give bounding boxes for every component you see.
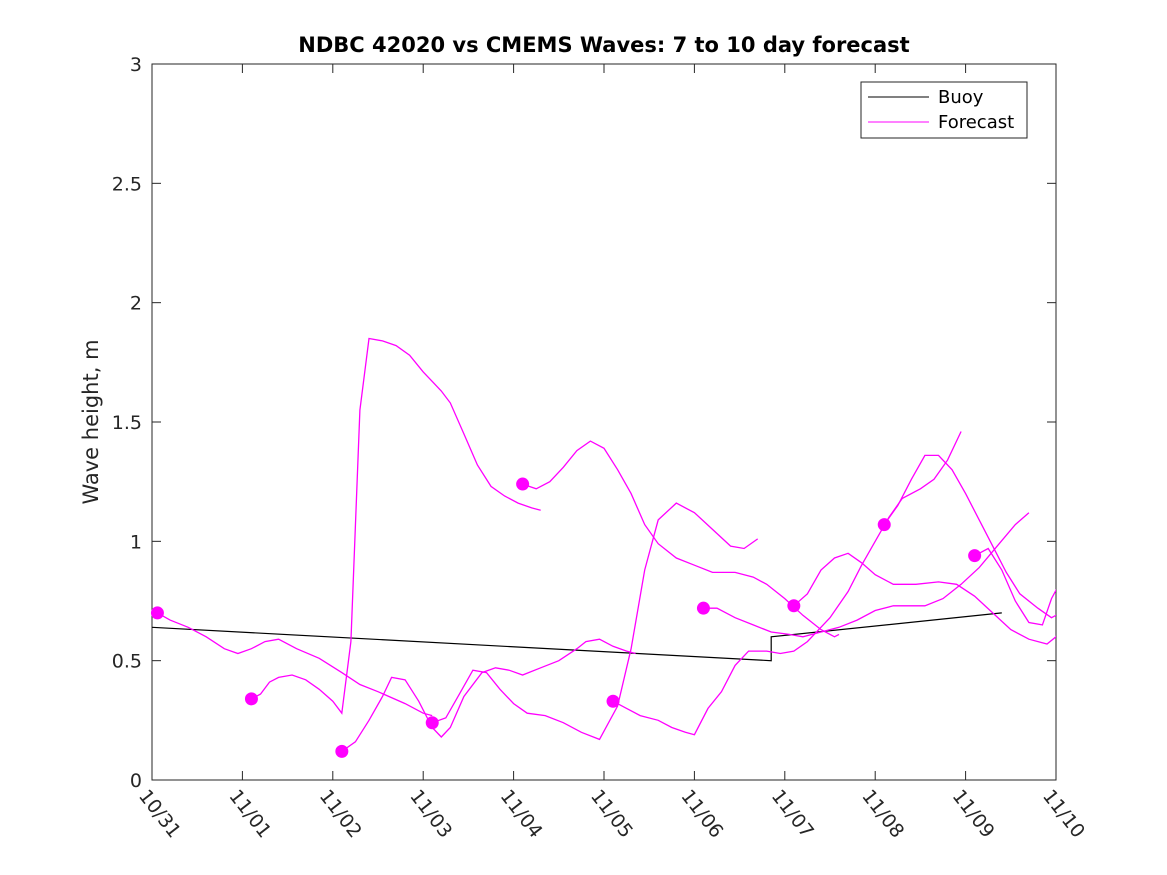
x-tick-label: 11/04 [496,786,547,843]
x-tick-label: 10/31 [134,786,185,843]
legend: Buoy Forecast [860,81,1028,139]
x-tick-label: 11/08 [857,786,908,843]
forecast-line [157,612,433,717]
forecast-line [612,431,962,736]
forecast-start-marker [606,694,620,708]
y-tick-label: 2 [130,293,142,315]
forecast-start-marker [787,599,801,613]
forecast-start-marker [335,744,349,758]
x-tick-label: 11/07 [767,786,818,843]
forecast-start-marker [968,549,982,563]
x-tick-label: 11/01 [224,786,275,843]
forecast-line [251,337,541,715]
legend-box [860,81,1028,139]
y-tick-label: 0 [130,770,142,792]
marker-layer [150,477,982,758]
x-tick-label: 11/02 [315,786,366,843]
forecast-line [793,552,1056,645]
x-tick-label: 11/03 [405,786,456,843]
forecast-start-marker [516,477,530,491]
x-tick-label: 11/09 [948,786,999,843]
legend-forecast-label: Forecast [938,112,1014,133]
y-tick-label: 1.5 [112,412,142,434]
forecast-line [341,638,636,752]
forecast-start-marker [150,606,164,620]
forecast-line [974,547,1056,626]
forecast-line [883,454,1056,619]
y-tick-label: 1 [130,531,142,553]
y-tick-label: 3 [130,54,142,76]
y-tick-label: 0.5 [112,651,142,673]
y-tick-label: 2.5 [112,173,142,195]
buoy-line [152,612,1002,662]
x-tick-label: 11/06 [676,786,727,843]
x-tick-labels: 10/31 11/01 11/02 11/03 11/04 11/05 11/06 11/07… [134,786,1089,843]
forecast-start-marker [244,692,258,706]
forecast-start-marker [425,716,439,730]
forecast-line [431,502,759,741]
axis-ticks [151,63,1057,781]
x-tick-label: 11/05 [586,786,637,843]
forecast-line [703,512,1030,638]
series-layer [152,337,1056,752]
chart-title: NDBC 42020 vs CMEMS Waves: 7 to 10 day f… [298,33,909,57]
y-axis-label: Wave height, m [79,339,103,504]
y-tick-labels: 0 0.5 1 1.5 2 2.5 3 [112,54,142,792]
forecast-start-marker [877,518,891,532]
x-tick-label: 11/10 [1038,786,1089,843]
forecast-start-marker [696,601,710,615]
legend-buoy-label: Buoy [938,87,984,108]
plot-area [151,63,1057,781]
